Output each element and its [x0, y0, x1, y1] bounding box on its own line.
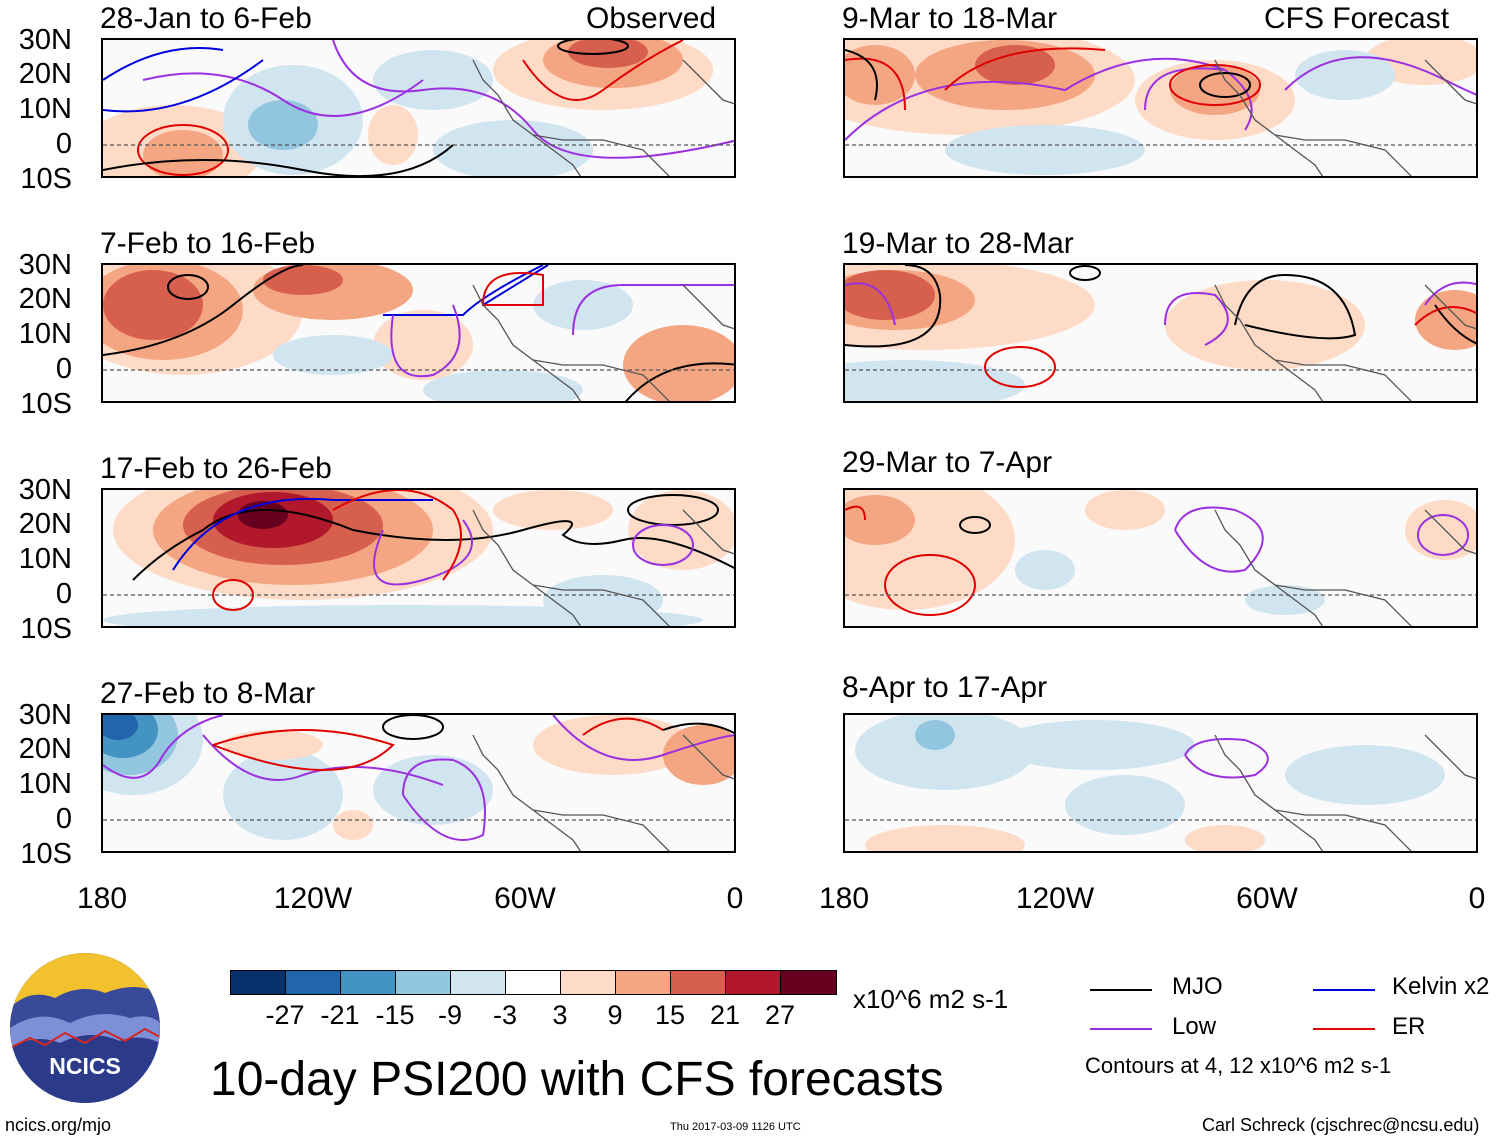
panel-title-7: 27-Feb to 8-Mar — [100, 677, 316, 710]
colorbar-swatch — [231, 971, 286, 994]
map-panel-7 — [101, 713, 736, 853]
footer-timestamp: Thu 2017-03-09 1126 UTC — [670, 1121, 801, 1133]
lat-label: 20N — [18, 508, 72, 540]
lat-label: 10N — [18, 543, 72, 575]
lon-label: 0 — [1468, 882, 1486, 915]
colorbar-tick-label: 15 — [654, 1000, 686, 1030]
panel-title-2: 9-Mar to 18-Mar — [842, 2, 1058, 35]
lat-label: 30N — [18, 474, 72, 506]
colorbar-swatch — [561, 971, 616, 994]
column-header-forecast: CFS Forecast — [1264, 2, 1450, 35]
main-title: 10-day PSI200 with CFS forecasts — [210, 1053, 944, 1106]
colorbar-tick-label: 21 — [709, 1000, 741, 1030]
colorbar-tick-label: 3 — [552, 1000, 568, 1030]
colorbar-tick-label: -21 — [320, 1000, 360, 1030]
lon-label: 180 — [818, 882, 870, 915]
lat-label: 20N — [18, 733, 72, 765]
legend-label-kelvin: Kelvin x2 — [1392, 973, 1490, 1000]
logo-text: NCICS — [49, 1053, 121, 1079]
legend-line-mjo — [1090, 989, 1152, 991]
colorbar-swatch — [396, 971, 451, 994]
panel-title-8: 8-Apr to 17-Apr — [842, 671, 1048, 704]
ncics-logo: NCICS — [10, 953, 160, 1103]
lat-label: 10S — [20, 388, 72, 420]
panel-title-5: 17-Feb to 26-Feb — [100, 452, 332, 485]
colorbar-swatch — [286, 971, 341, 994]
colorbar-tick-label: 27 — [764, 1000, 796, 1030]
lon-label: 180 — [76, 882, 128, 915]
contour-note: Contours at 4, 12 x10^6 m2 s-1 — [1085, 1053, 1392, 1078]
footer-credit: Carl Schreck (cjschrec@ncsu.edu) — [1202, 1115, 1480, 1135]
colorbar-tick-label: -15 — [375, 1000, 415, 1030]
lat-label: 0 — [55, 578, 72, 610]
legend-label-mjo: MJO — [1172, 973, 1223, 1000]
legend-line-kelvin — [1313, 989, 1375, 991]
lat-label: 20N — [18, 58, 72, 90]
colorbar-swatch — [506, 971, 561, 994]
lat-label: 20N — [18, 283, 72, 315]
colorbar-swatch — [616, 971, 671, 994]
map-panel-1 — [101, 38, 736, 178]
colorbar-swatch — [781, 971, 836, 994]
map-panel-4 — [843, 263, 1478, 403]
lat-label: 0 — [55, 128, 72, 160]
map-panel-6 — [843, 488, 1478, 628]
colorbar-swatch — [726, 971, 781, 994]
map-panel-2 — [843, 38, 1478, 178]
legend-line-er — [1313, 1028, 1375, 1030]
colorbar-tick-label: 9 — [607, 1000, 623, 1030]
lon-label: 120W — [273, 882, 353, 915]
column-header-observed: Observed — [586, 2, 717, 35]
lat-label: 10N — [18, 93, 72, 125]
lon-label: 60W — [494, 882, 556, 915]
panel-title-1: 28-Jan to 6-Feb — [100, 2, 312, 35]
lon-label: 120W — [1015, 882, 1095, 915]
panel-title-4: 19-Mar to 28-Mar — [842, 227, 1074, 260]
lat-label: 10S — [20, 838, 72, 870]
map-panel-3 — [101, 263, 736, 403]
legend-label-low: Low — [1172, 1013, 1217, 1040]
lon-label: 60W — [1236, 882, 1298, 915]
colorbar-tick-label: -3 — [492, 1000, 518, 1030]
map-panel-5 — [101, 488, 736, 628]
lat-label: 0 — [55, 803, 72, 835]
lat-label: 10S — [20, 613, 72, 645]
lat-label: 30N — [18, 249, 72, 281]
colorbar-swatch — [451, 971, 506, 994]
colorbar — [230, 970, 837, 995]
lat-label: 0 — [55, 353, 72, 385]
footer-url: ncics.org/mjo — [5, 1115, 112, 1135]
panel-title-3: 7-Feb to 16-Feb — [100, 227, 316, 260]
map-panel-8 — [843, 713, 1478, 853]
lat-label: 30N — [18, 699, 72, 731]
lat-label: 10N — [18, 768, 72, 800]
lat-label: 30N — [18, 24, 72, 56]
colorbar-tick-label: -9 — [437, 1000, 463, 1030]
colorbar-units: x10^6 m2 s-1 — [853, 984, 1009, 1014]
colorbar-tick-label: -27 — [265, 1000, 305, 1030]
panel-title-6: 29-Mar to 7-Apr — [842, 446, 1053, 479]
legend-label-er: ER — [1392, 1013, 1426, 1040]
lat-label: 10S — [20, 163, 72, 195]
colorbar-swatch — [341, 971, 396, 994]
legend-line-low — [1090, 1028, 1152, 1030]
lon-label: 0 — [726, 882, 744, 915]
lat-label: 10N — [18, 318, 72, 350]
colorbar-swatch — [671, 971, 726, 994]
